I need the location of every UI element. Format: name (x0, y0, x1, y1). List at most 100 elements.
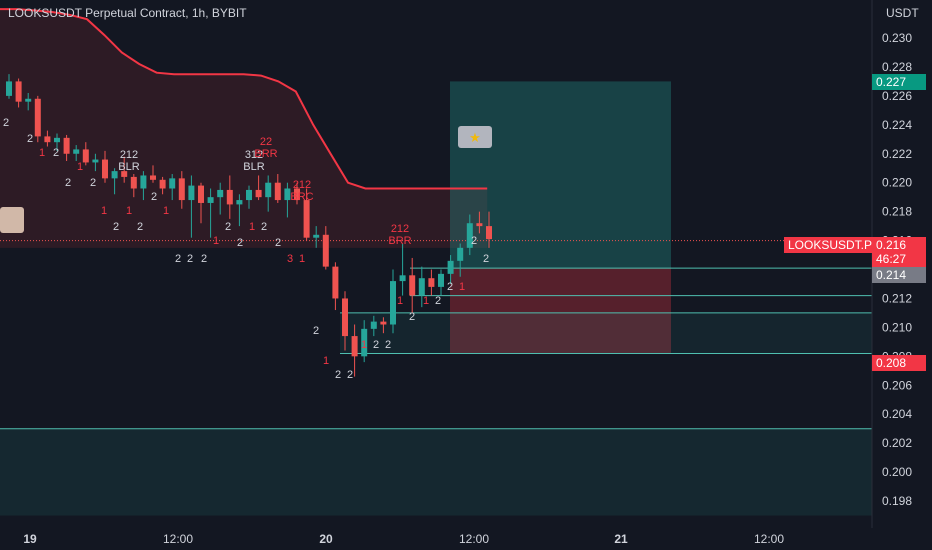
bar-number-30: 2 (385, 339, 391, 351)
candle-body-4 (44, 136, 51, 143)
candle-body-16 (159, 179, 166, 189)
pattern-name-1: BLR (243, 161, 264, 173)
candle-body-34 (332, 266, 339, 299)
x-tick-2: 20 (319, 532, 333, 546)
candle-body-41 (399, 275, 406, 282)
pattern-name-4: BRR (388, 235, 411, 247)
bar-number-33: 1 (423, 295, 429, 307)
candle-body-12 (121, 171, 128, 177)
stop-zone (450, 268, 671, 354)
x-tick-4: 21 (614, 532, 628, 546)
y-tick-1: 0.228 (882, 60, 912, 74)
candle-body-27 (265, 182, 272, 198)
candle-body-30 (294, 188, 300, 201)
bar-number-35: 2 (447, 281, 453, 293)
bar-number-6: 2 (90, 177, 96, 189)
bar-number-20: 2 (261, 221, 267, 233)
bar-number-17: 2 (225, 221, 231, 233)
bar-number-22: 3 (287, 253, 293, 265)
candle-body-35 (342, 298, 348, 337)
bar-number-38: 2 (483, 253, 489, 265)
candle-body-48 (466, 223, 473, 248)
candle-body-33 (322, 234, 329, 267)
candle-body-32 (313, 234, 320, 238)
candle-body-11 (111, 171, 118, 179)
y-tick-4: 0.222 (882, 147, 912, 161)
candle-body-3 (34, 98, 41, 137)
last-price-tag: 0.216 (872, 237, 926, 253)
y-tick-5: 0.220 (882, 176, 912, 190)
candle-body-45 (438, 273, 444, 287)
candle-body-43 (418, 278, 425, 296)
bar-number-34: 2 (435, 295, 441, 307)
bar-number-14: 2 (187, 253, 193, 265)
candle-body-28 (274, 182, 281, 201)
bar-number-18: 2 (237, 237, 243, 249)
candle-body-42 (409, 275, 416, 296)
x-tick-1: 12:00 (163, 532, 193, 546)
bar-number-37: 2 (471, 235, 477, 247)
y-tick-12: 0.206 (882, 378, 912, 392)
bar-number-7: 1 (101, 205, 107, 217)
bar-number-27: 2 (347, 369, 353, 381)
candle-body-10 (102, 159, 108, 179)
currency-label: USDT (886, 6, 919, 20)
bar-number-5: 1 (77, 161, 83, 173)
countdown-tag: 46:27 (872, 251, 926, 267)
candle-body-36 (351, 336, 358, 357)
y-tick-13: 0.204 (882, 407, 912, 421)
pattern-name-3: BRC (290, 191, 313, 203)
pattern-code-4: 212 (391, 223, 409, 235)
bar-number-28: 1 (361, 339, 367, 351)
candle-body-50 (486, 226, 492, 240)
candle-body-0 (6, 81, 12, 96)
bar-number-23: 1 (299, 253, 305, 265)
pattern-name-2: BRR (254, 148, 277, 160)
candle-body-5 (54, 137, 60, 143)
bar-number-16: 1 (213, 235, 219, 247)
candle-body-38 (370, 321, 377, 329)
y-tick-9: 0.212 (882, 291, 912, 305)
y-tick-0: 0.230 (882, 31, 912, 45)
y-tick-10: 0.210 (882, 320, 912, 334)
candle-body-18 (178, 178, 185, 201)
bar-number-32: 2 (409, 311, 415, 323)
bar-number-0: 2 (3, 117, 9, 129)
bar-number-3: 2 (53, 147, 59, 159)
bar-number-12: 1 (163, 205, 169, 217)
demand-zone (340, 312, 872, 354)
x-tick-5: 12:00 (754, 532, 784, 546)
x-tick-0: 19 (23, 532, 37, 546)
star-icon: ★ (469, 130, 481, 145)
entry-price-tag: 0.214 (872, 267, 926, 283)
candle-body-9 (92, 159, 99, 163)
bar-number-25: 1 (323, 355, 329, 367)
bar-number-26: 2 (335, 369, 341, 381)
note-marker-left (0, 207, 24, 233)
bar-number-10: 2 (137, 221, 143, 233)
bar-number-24: 2 (313, 325, 319, 337)
candle-body-40 (390, 281, 396, 325)
candle-body-37 (361, 328, 368, 357)
y-tick-2: 0.226 (882, 89, 912, 103)
pattern-code-3: 212 (293, 179, 311, 191)
candle-body-25 (246, 189, 252, 201)
y-tick-14: 0.202 (882, 436, 912, 450)
candle-body-26 (255, 189, 262, 198)
candle-body-7 (73, 149, 80, 154)
bar-number-21: 2 (275, 237, 281, 249)
candle-body-31 (303, 200, 310, 238)
time-axis-bg (0, 528, 932, 550)
candle-body-1 (15, 81, 22, 102)
symbol-label-tag: LOOKSUSDT.P (784, 237, 877, 253)
flag-marker (458, 126, 492, 148)
candle-body-49 (476, 223, 483, 227)
pattern-code-0: 212 (120, 149, 138, 161)
candle-body-47 (457, 247, 464, 261)
y-tick-15: 0.200 (882, 465, 912, 479)
stop-price-tag: 0.208 (872, 355, 926, 371)
bar-number-2: 1 (39, 147, 45, 159)
candle-body-13 (130, 176, 137, 189)
candle-body-44 (428, 278, 435, 287)
